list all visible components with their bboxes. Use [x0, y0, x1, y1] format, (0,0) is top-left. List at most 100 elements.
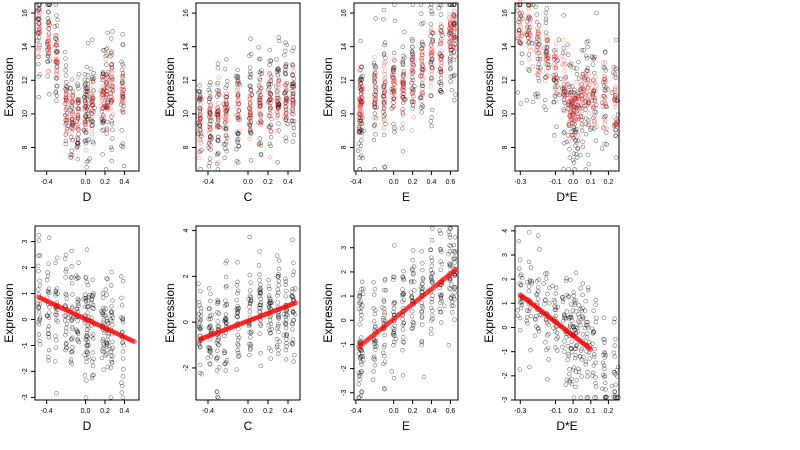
- data-point: [247, 115, 252, 121]
- fitted-point: [410, 89, 415, 94]
- fitted-point: [236, 101, 242, 106]
- data-point: [587, 356, 592, 361]
- fitted-point: [283, 82, 288, 88]
- data-point: [551, 133, 557, 138]
- data-point: [108, 395, 114, 400]
- fitted-point: [275, 92, 280, 97]
- data-point: [266, 99, 271, 105]
- data-point: [100, 152, 105, 157]
- data-point: [119, 143, 124, 149]
- fitted-values: [197, 300, 299, 342]
- data-point: [83, 92, 88, 97]
- fitted-point: [75, 125, 81, 130]
- fitted-point: [372, 75, 377, 81]
- data-point: [104, 92, 109, 98]
- data-point: [359, 130, 365, 135]
- data-point: [274, 57, 279, 62]
- data-point: [391, 69, 396, 74]
- fitted-point: [70, 122, 75, 128]
- fitted-point: [221, 115, 227, 120]
- data-point: [535, 91, 540, 97]
- fitted-point: [248, 102, 253, 108]
- data-point: [68, 85, 73, 91]
- fitted-point: [198, 102, 204, 107]
- data-point: [109, 74, 115, 80]
- y-tick-label: 0: [22, 317, 29, 321]
- fitted-point: [392, 79, 397, 84]
- data-point: [446, 343, 451, 348]
- data-point: [258, 363, 263, 369]
- fitted-point: [223, 111, 228, 116]
- fitted-point: [267, 58, 272, 64]
- fitted-point: [410, 70, 416, 75]
- data-point: [276, 351, 281, 357]
- data-point: [410, 308, 415, 314]
- fitted-point: [291, 91, 296, 97]
- data-point: [519, 60, 525, 66]
- fitted-point: [293, 300, 299, 306]
- data-point: [121, 103, 127, 109]
- fitted-point: [46, 19, 51, 24]
- data-point: [101, 101, 107, 106]
- data-point: [235, 337, 241, 343]
- data-point: [120, 349, 126, 354]
- data-point: [429, 115, 434, 120]
- data-point: [371, 319, 377, 324]
- data-point: [46, 20, 51, 25]
- data-point: [591, 352, 597, 357]
- data-point: [275, 300, 280, 305]
- data-point: [64, 105, 70, 110]
- data-point: [104, 119, 110, 125]
- fitted-point: [357, 100, 362, 105]
- data-point: [225, 135, 230, 140]
- data-point: [393, 336, 398, 342]
- data-point: [36, 287, 41, 292]
- data-point: [452, 235, 458, 240]
- fitted-point: [372, 115, 377, 120]
- data-point: [91, 88, 96, 93]
- data-point: [120, 61, 125, 67]
- data-point: [290, 72, 295, 77]
- y-tick-label: 3: [22, 240, 29, 244]
- fitted-point: [104, 91, 110, 97]
- data-point: [103, 287, 108, 292]
- x-tick-label: -0.4: [41, 179, 53, 186]
- data-point: [256, 90, 261, 96]
- fitted-point: [248, 85, 254, 91]
- fitted-point: [197, 127, 203, 133]
- x-tick-label: -0.4: [350, 408, 362, 415]
- fitted-point: [291, 91, 296, 97]
- data-point: [400, 373, 406, 378]
- fitted-point: [544, 69, 549, 74]
- fitted-point: [90, 96, 96, 101]
- data-point: [534, 12, 539, 17]
- data-point: [256, 263, 262, 268]
- fitted-point: [90, 103, 96, 109]
- data-point: [208, 80, 213, 85]
- data-point: [104, 85, 110, 90]
- data-point: [583, 131, 589, 137]
- data-point: [68, 108, 74, 113]
- fitted-point: [358, 116, 364, 121]
- data-point: [84, 130, 89, 135]
- data-point: [84, 64, 89, 70]
- fitted-point: [46, 51, 52, 56]
- data-point: [571, 365, 577, 370]
- fitted-point: [37, 22, 42, 27]
- data-point: [267, 47, 273, 53]
- data-point: [590, 62, 596, 67]
- data-point: [196, 281, 201, 286]
- fitted-point: [372, 104, 377, 109]
- data-point: [55, 84, 60, 89]
- data-point: [428, 93, 433, 98]
- fitted-point: [268, 97, 273, 103]
- data-point: [103, 53, 108, 59]
- fitted-point: [197, 148, 203, 153]
- data-point: [419, 66, 425, 71]
- y-axis-label: Expression: [2, 57, 16, 116]
- data-point: [574, 66, 579, 71]
- data-point: [85, 310, 90, 315]
- data-point: [535, 233, 541, 238]
- data-point: [215, 94, 220, 99]
- y-tick-label: 10: [502, 110, 509, 118]
